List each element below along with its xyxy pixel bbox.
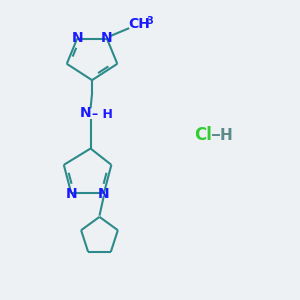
Text: H: H xyxy=(219,128,232,142)
Text: N: N xyxy=(101,31,113,45)
Text: N: N xyxy=(65,187,77,201)
Text: N: N xyxy=(98,187,110,201)
Text: N: N xyxy=(80,106,91,120)
Text: CH: CH xyxy=(128,17,150,31)
Text: – H: – H xyxy=(92,108,113,121)
Text: N: N xyxy=(71,31,83,45)
Text: 3: 3 xyxy=(147,16,154,26)
Text: Cl: Cl xyxy=(195,126,212,144)
